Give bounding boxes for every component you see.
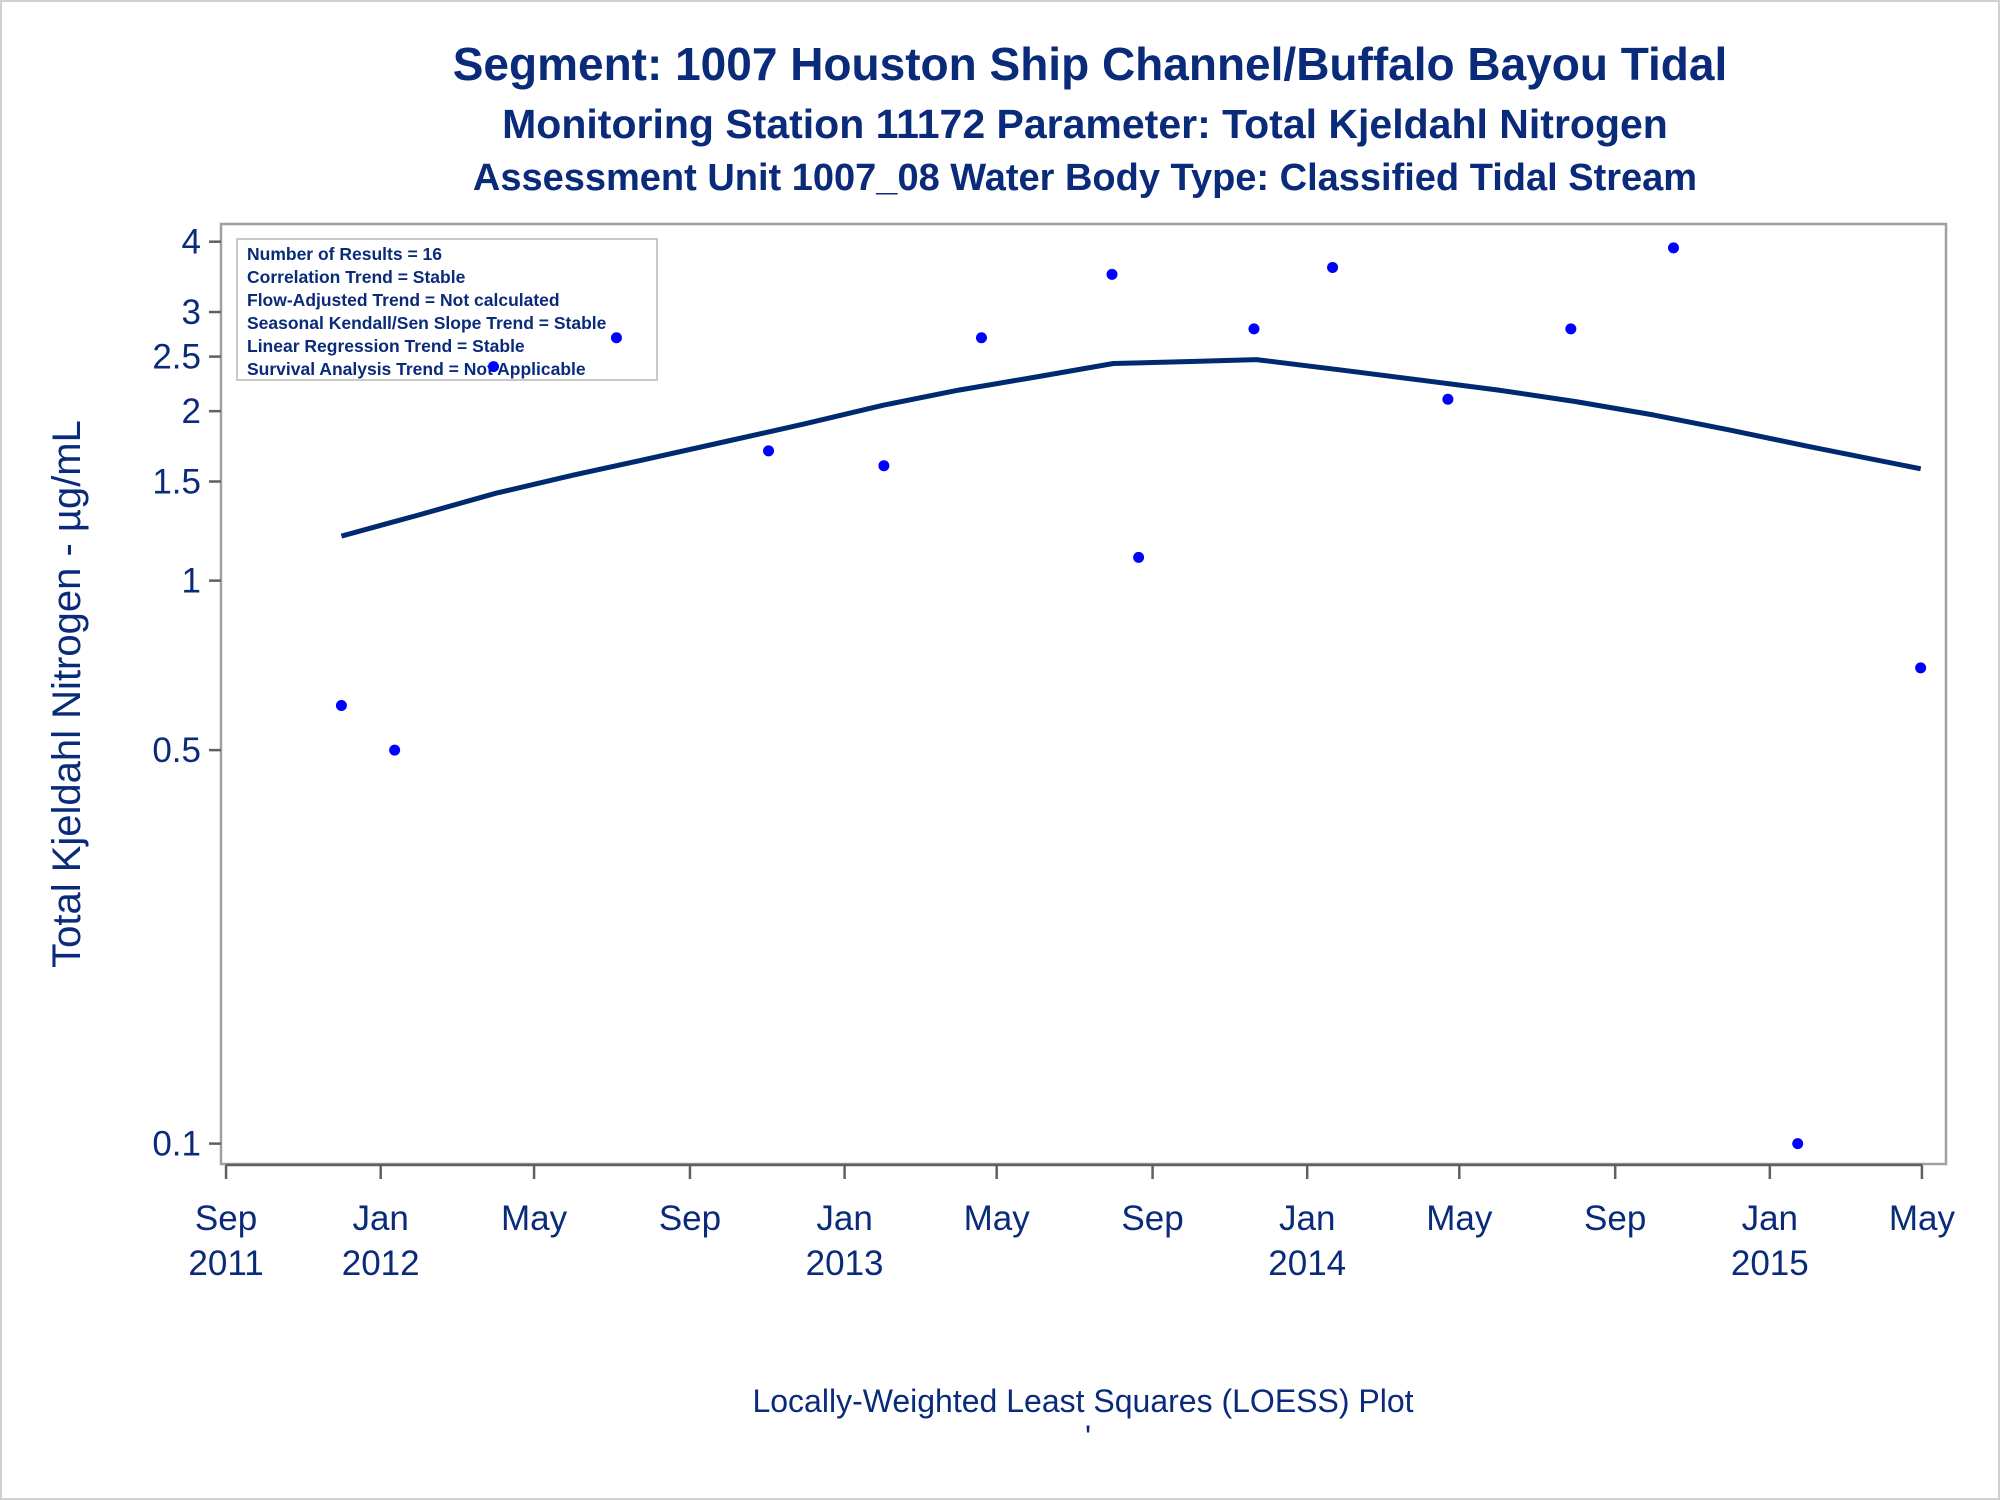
x-tick-year-label: 2014: [1268, 1244, 1346, 1283]
y-tick-label: 1.5: [152, 462, 201, 501]
y-tick-label: 2.5: [152, 338, 201, 377]
chart-titles: Segment: 1007 Houston Ship Channel/Buffa…: [453, 38, 1728, 199]
data-point: [975, 332, 987, 344]
x-tick-label: Sep: [1584, 1199, 1646, 1238]
y-axis: 0.1 0.5 1 1.5 2 2.5 3 4: [152, 223, 221, 1164]
legend-line: Linear Regression Trend = Stable: [247, 336, 525, 356]
trend-legend-box: Number of Results = 16 Correlation Trend …: [236, 238, 658, 381]
chart-subtitle: Monitoring Station 11172 Parameter: Tota…: [502, 101, 1668, 147]
data-point: [878, 460, 890, 472]
data-point: [1248, 323, 1260, 335]
chart-footnote-mark: ': [1085, 1419, 1091, 1455]
legend-line: Correlation Trend = Stable: [247, 267, 466, 287]
legend-line: Seasonal Kendall/Sen Slope Trend = Stabl…: [247, 313, 607, 333]
x-tick-label: May: [1426, 1199, 1493, 1238]
chart-footnote: Locally-Weighted Least Squares (LOESS) P…: [752, 1383, 1413, 1419]
x-tick-label: May: [1889, 1199, 1956, 1238]
y-axis-label: Total Kjeldahl Nitrogen - µg/mL: [45, 420, 89, 968]
x-tick-label: Jan: [352, 1199, 408, 1238]
data-point: [1565, 323, 1577, 335]
data-point: [763, 445, 775, 457]
y-tick-label: 3: [182, 293, 201, 332]
loess-curve: [340, 357, 1922, 539]
y-tick-label: 0.5: [152, 731, 201, 770]
data-point: [1915, 662, 1927, 674]
chart-subtitle-2: Assessment Unit 1007_08 Water Body Type:…: [473, 157, 1697, 199]
data-point: [1442, 393, 1454, 405]
legend-line: Survival Analysis Trend = Not Applicable: [247, 359, 586, 379]
data-point: [610, 332, 622, 344]
legend-line: Flow-Adjusted Trend = Not calculated: [247, 290, 560, 310]
data-point: [1327, 261, 1339, 273]
x-tick-label: Jan: [1742, 1199, 1798, 1238]
data-point: [1133, 551, 1145, 563]
x-tick-label: Jan: [816, 1199, 872, 1238]
x-tick-year-label: 2013: [806, 1244, 884, 1283]
chart-title: Segment: 1007 Houston Ship Channel/Buffa…: [453, 38, 1728, 90]
data-point: [1667, 242, 1679, 254]
x-tick-year-label: 2015: [1731, 1244, 1809, 1283]
data-point: [389, 744, 401, 756]
y-tick-label: 2: [182, 392, 201, 431]
y-tick-label: 4: [182, 223, 201, 262]
x-tick-label: May: [964, 1199, 1031, 1238]
x-tick-year-label: 2011: [188, 1244, 263, 1283]
x-tick-label: May: [501, 1199, 568, 1238]
data-point: [335, 700, 347, 712]
x-tick-label: Sep: [1121, 1199, 1183, 1238]
data-point: [488, 361, 500, 373]
data-point: [1792, 1138, 1804, 1150]
x-tick-label: Sep: [659, 1199, 721, 1238]
x-tick-label: Jan: [1279, 1199, 1335, 1238]
data-series: [335, 242, 1927, 1150]
legend-line: Number of Results = 16: [247, 244, 442, 264]
data-point: [1106, 268, 1118, 280]
x-axis: Sep 2011 Jan 2012 May Sep Jan 2013 May Sep Jan 2014…: [188, 1163, 1956, 1283]
x-tick-year-label: 2012: [342, 1244, 420, 1283]
x-tick-label: Sep: [195, 1199, 257, 1238]
y-tick-label: 1: [182, 562, 201, 601]
y-tick-label: 0.1: [152, 1125, 201, 1164]
